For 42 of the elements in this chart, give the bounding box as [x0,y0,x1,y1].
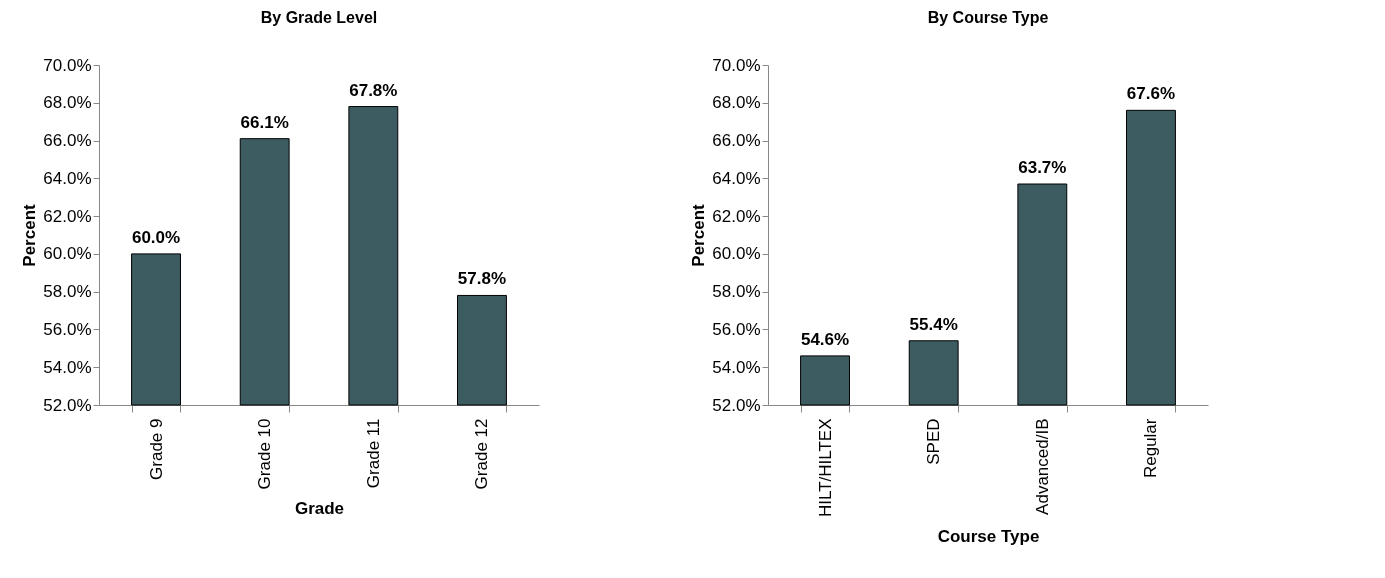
data-label: 55.4% [909,314,958,334]
x-tick-label: Grade 11 [363,418,383,489]
y-tick-label: 66.0% [43,131,92,151]
data-label: 57.8% [457,269,507,289]
x-tick-label: Regular [1141,418,1161,479]
y-tick-label: 64.0% [712,168,761,188]
y-tick-label: 64.0% [43,168,92,188]
x-tick-label: SPED [924,418,944,465]
y-tick-label: 62.0% [712,206,761,226]
data-label: 67.6% [1126,84,1176,104]
x-tick-label: Grade 9 [146,418,166,480]
data-label: 67.8% [349,80,398,100]
y-tick-label: 70.0% [43,55,92,75]
y-axis-title: Percent [20,203,40,267]
y-tick-label: 52.0% [712,395,761,415]
x-axis-title: Grade [294,499,345,519]
y-tick-label: 66.0% [712,131,761,151]
y-axis-title: Percent [689,203,709,267]
x-tick-label: Grade 12 [472,418,492,490]
data-label: 54.6% [800,329,850,349]
y-tick-label: 58.0% [43,282,92,302]
data-label: 60.0% [131,227,181,247]
x-tick-label: HILT/HILTEX [815,418,835,518]
y-tick-label: 52.0% [43,395,92,415]
x-axis-title: Course Type [937,527,1040,547]
y-tick-label: 58.0% [712,282,761,302]
data-label: 63.7% [1018,158,1067,177]
y-tick-label: 62.0% [43,206,92,226]
x-tick-label: Advanced/IB [1032,418,1052,515]
y-tick-label: 60.0% [712,244,761,264]
y-tick-label: 60.0% [43,244,92,264]
y-tick-label: 54.0% [43,357,92,377]
y-tick-label: 54.0% [712,357,761,377]
data-label: 66.1% [240,112,289,132]
y-tick-label: 56.0% [712,319,761,339]
chart-title: By Course Type [927,9,1049,26]
y-tick-label: 68.0% [43,93,92,113]
y-tick-label: 70.0% [712,55,761,75]
chart-title: By Grade Level [260,9,378,26]
y-tick-label: 56.0% [43,319,92,339]
y-tick-label: 68.0% [712,93,761,113]
x-tick-label: Grade 10 [255,418,275,490]
